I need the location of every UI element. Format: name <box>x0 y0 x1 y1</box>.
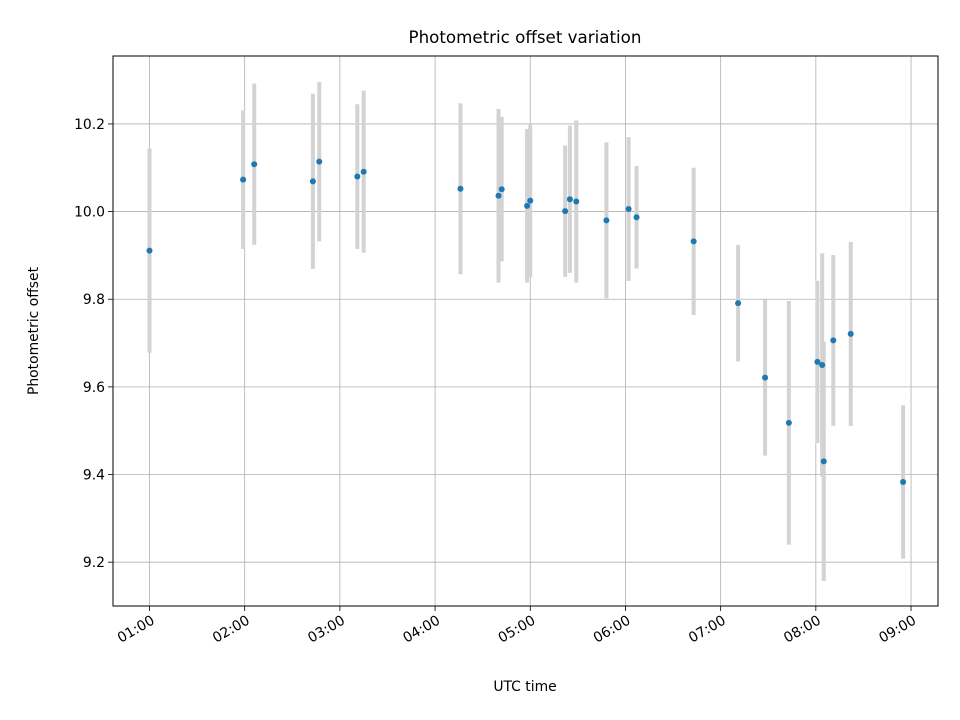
data-point <box>527 197 534 204</box>
data-point <box>360 168 367 175</box>
y-tick-label: 9.4 <box>83 468 105 484</box>
data-point <box>498 186 505 193</box>
data-point <box>240 176 247 183</box>
data-point <box>814 358 821 365</box>
data-point <box>146 247 153 254</box>
data-point <box>633 214 640 221</box>
data-point <box>524 202 531 209</box>
y-tick-label: 10.2 <box>74 117 105 133</box>
y-tick-label: 9.8 <box>83 292 105 308</box>
data-point <box>603 217 610 224</box>
data-point <box>573 198 580 205</box>
chart-title: Photometric offset variation <box>409 27 642 47</box>
data-point <box>625 205 632 212</box>
data-point <box>847 330 854 337</box>
data-point <box>354 173 361 180</box>
data-point <box>251 161 258 168</box>
data-point <box>495 192 502 199</box>
y-tick-label: 9.6 <box>83 380 105 396</box>
data-point <box>562 208 569 215</box>
data-point <box>900 478 907 485</box>
data-point <box>762 374 769 381</box>
data-point <box>820 458 827 465</box>
data-point <box>819 361 826 368</box>
y-tick-label: 10.0 <box>74 205 105 221</box>
plot-area-frame <box>112 55 939 607</box>
x-axis-label: UTC time <box>493 679 556 695</box>
data-point <box>566 196 573 203</box>
data-point <box>457 185 464 192</box>
y-axis-label: Photometric offset <box>26 266 42 395</box>
data-point <box>690 238 697 245</box>
data-point <box>785 419 792 426</box>
y-tick-label: 9.2 <box>83 555 105 571</box>
data-point <box>309 178 316 185</box>
data-points <box>146 158 907 485</box>
data-point <box>735 300 742 307</box>
data-point <box>316 158 323 165</box>
data-point <box>830 337 837 344</box>
